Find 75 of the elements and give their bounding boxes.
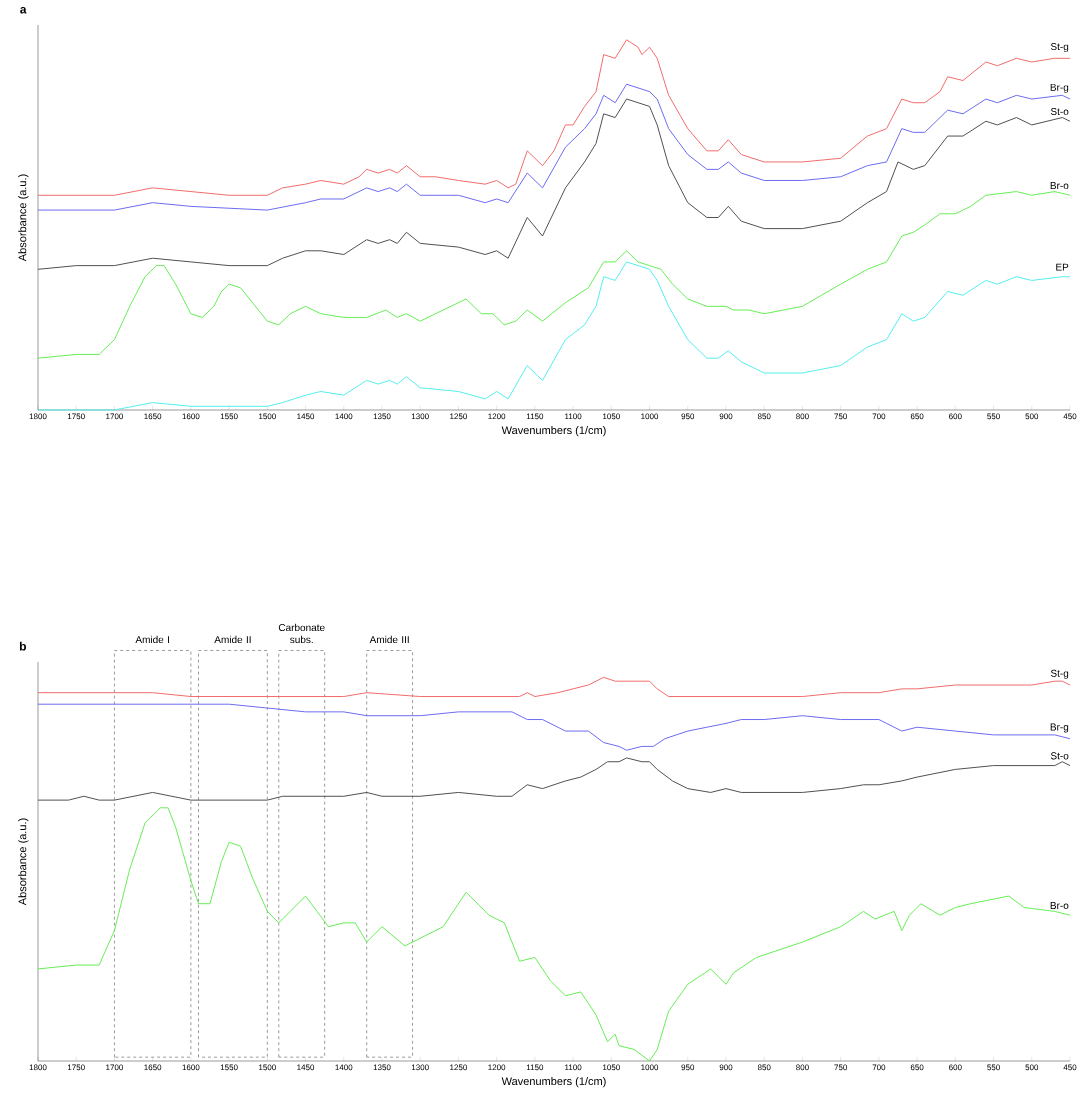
x-tick-label: 600 <box>949 413 962 420</box>
x-tick-label: 1150 <box>526 1064 544 1071</box>
series-label: Br-o <box>1050 182 1069 190</box>
x-tick-label: 1500 <box>259 413 276 420</box>
series-label: St-o <box>1050 752 1069 760</box>
x-tick-label: 600 <box>949 1064 962 1071</box>
x-tick-label: 550 <box>987 413 1000 420</box>
x-axis-title: Wavenumbers (1/cm) <box>501 1077 606 1088</box>
x-tick-label: 1650 <box>144 413 162 420</box>
x-tick-label: 1400 <box>335 413 353 420</box>
x-tick-label: 1050 <box>603 1064 620 1071</box>
x-tick-label: 500 <box>1025 413 1039 420</box>
x-axis-title: Wavenumbers (1/cm) <box>501 426 606 437</box>
x-tick-label: 650 <box>910 413 924 420</box>
x-tick-label: 500 <box>1025 1064 1039 1071</box>
band-label: Amide III <box>369 635 409 644</box>
x-tick-label: 1600 <box>182 1064 200 1071</box>
x-tick-label: 900 <box>719 1064 733 1071</box>
x-tick-label: 1400 <box>335 1064 353 1071</box>
x-tick-label: 1450 <box>297 413 315 420</box>
x-tick-label: 1100 <box>565 413 582 420</box>
x-tick-label: 1550 <box>220 1064 238 1071</box>
x-tick-label: 1000 <box>641 1064 659 1071</box>
x-tick-label: 450 <box>1063 1064 1077 1071</box>
x-tick-label: 700 <box>872 1064 886 1071</box>
series-label: St-g <box>1050 43 1069 53</box>
x-tick-label: 1200 <box>488 413 506 420</box>
x-tick-label: 1700 <box>106 413 124 420</box>
x-tick-label: 1000 <box>641 413 659 420</box>
x-tick-label: 1500 <box>259 1064 276 1071</box>
x-tick-label: 1250 <box>450 1064 468 1071</box>
x-tick-label: 700 <box>872 413 886 420</box>
x-tick-label: 1450 <box>297 1064 315 1071</box>
x-tick-label: 1150 <box>526 413 544 420</box>
x-tick-label: 1700 <box>106 1064 124 1071</box>
x-tick-label: 950 <box>681 413 695 420</box>
x-tick-label: 750 <box>834 413 848 420</box>
band-label: Amide I <box>135 635 169 644</box>
x-tick-label: 1250 <box>450 413 468 420</box>
x-tick-label: 1050 <box>603 413 620 420</box>
x-tick-label: 1800 <box>29 1064 47 1071</box>
chart-title: b <box>19 641 26 651</box>
x-tick-label: 550 <box>987 1064 1000 1071</box>
x-tick-label: 800 <box>796 413 809 420</box>
chart-title: a <box>20 6 27 14</box>
series-label: EP <box>1056 263 1069 271</box>
series-label: Br-g <box>1050 723 1069 733</box>
x-tick-label: 650 <box>910 1064 924 1071</box>
x-tick-label: 1600 <box>182 413 200 420</box>
x-tick-label: 1800 <box>29 413 47 420</box>
x-tick-label: 1650 <box>144 1064 162 1071</box>
x-tick-label: 1750 <box>67 1064 85 1071</box>
x-tick-label: 1100 <box>565 1064 582 1071</box>
x-tick-label: 1300 <box>411 1064 429 1071</box>
series-label: Br-o <box>1050 902 1069 910</box>
band-label: Carbonate subs. <box>278 623 325 644</box>
x-tick-label: 1350 <box>373 1064 391 1071</box>
series-label: Br-g <box>1050 83 1069 93</box>
band-label: Amide II <box>214 635 251 644</box>
x-tick-label: 450 <box>1063 413 1077 420</box>
y-axis-title: Absorbance (a.u.) <box>18 818 29 906</box>
x-tick-label: 900 <box>719 413 733 420</box>
x-tick-label: 800 <box>796 1064 809 1071</box>
x-tick-label: 1300 <box>411 413 429 420</box>
x-tick-label: 850 <box>757 413 771 420</box>
x-tick-label: 850 <box>757 1064 771 1071</box>
x-tick-label: 950 <box>681 1064 695 1071</box>
series-label: St-o <box>1050 107 1069 116</box>
x-tick-label: 1550 <box>220 413 238 420</box>
y-axis-title: Absorbance (a.u.) <box>18 174 29 262</box>
x-tick-label: 750 <box>834 1064 848 1071</box>
x-tick-label: 1350 <box>373 413 391 420</box>
x-tick-label: 1200 <box>488 1064 506 1071</box>
x-tick-label: 1750 <box>67 413 85 420</box>
series-label: St-g <box>1050 669 1069 679</box>
